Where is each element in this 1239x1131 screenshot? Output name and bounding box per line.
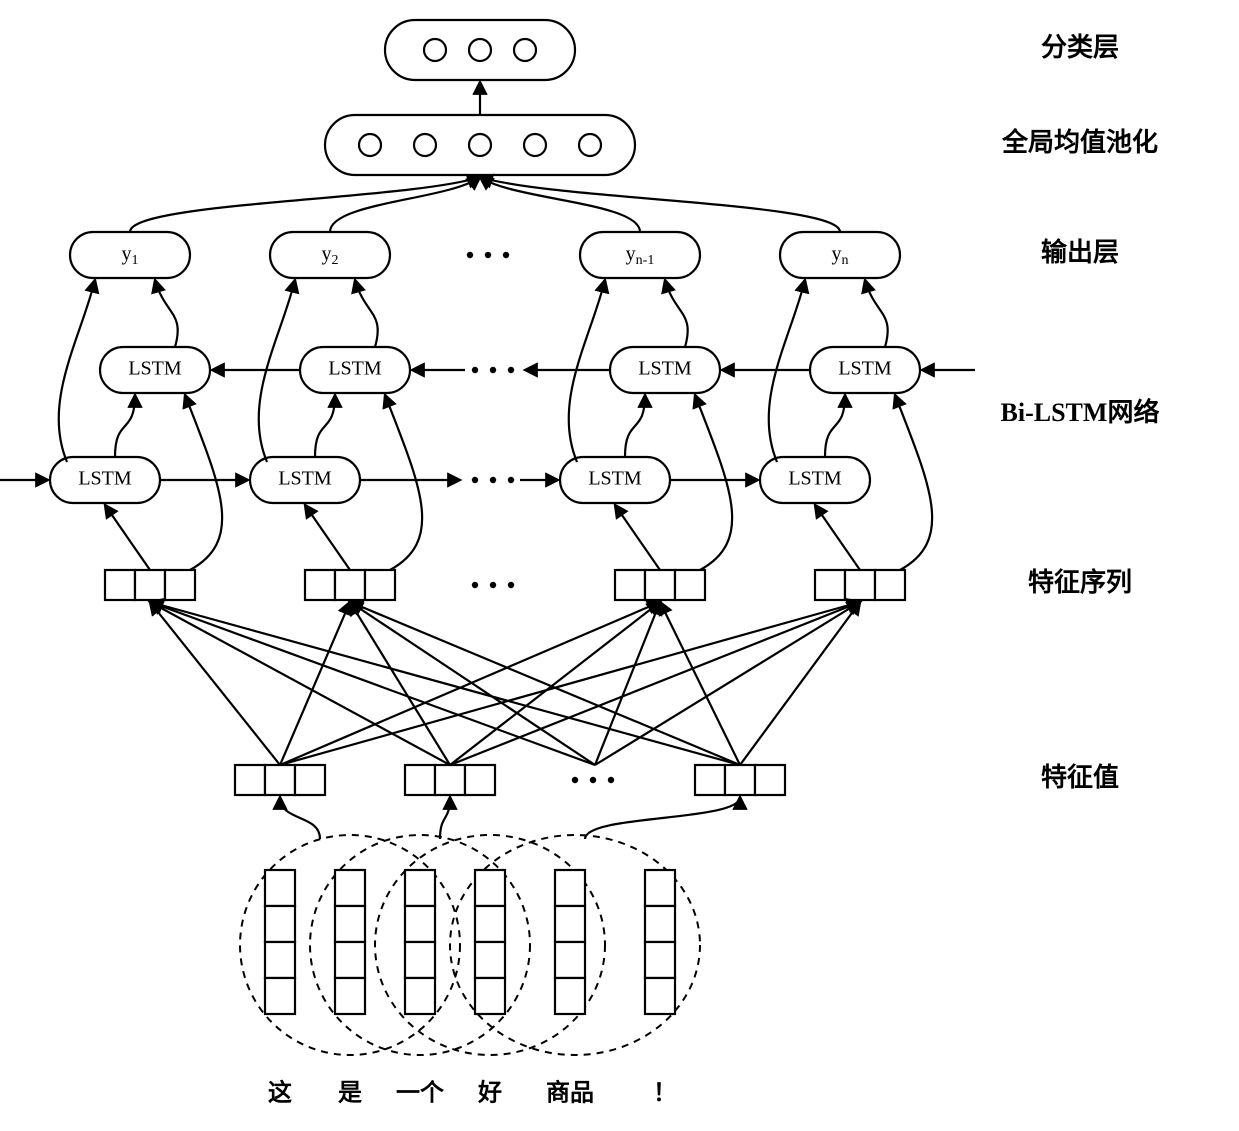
svg-text:LSTM: LSTM [278, 468, 332, 490]
label-classification: 分类层 [1041, 33, 1119, 62]
svg-text:一个: 一个 [396, 1080, 445, 1107]
diagram-canvas: 分类层全局均值池化输出层Bi-LSTM网络特征序列特征值y1y2yn-1ynLS… [0, 0, 1239, 1131]
label-bilstm: Bi-LSTM网络 [1001, 397, 1160, 427]
svg-text:LSTM: LSTM [78, 468, 132, 490]
svg-text:LSTM: LSTM [638, 358, 692, 380]
svg-text:LSTM: LSTM [838, 358, 892, 380]
label-feature-val: 特征值 [1041, 762, 1119, 792]
svg-text:这: 这 [268, 1079, 292, 1107]
svg-text:是: 是 [338, 1081, 362, 1107]
svg-text:好: 好 [477, 1080, 502, 1107]
label-gap: 全局均值池化 [1001, 127, 1158, 157]
svg-text:商品: 商品 [546, 1079, 594, 1107]
label-feature-seq: 特征序列 [1028, 567, 1132, 597]
svg-text:！: ！ [653, 1081, 677, 1107]
svg-text:LSTM: LSTM [788, 468, 842, 490]
svg-text:LSTM: LSTM [128, 358, 182, 380]
svg-text:LSTM: LSTM [328, 358, 382, 380]
svg-text:LSTM: LSTM [588, 468, 642, 490]
label-output: 输出层 [1041, 237, 1119, 267]
